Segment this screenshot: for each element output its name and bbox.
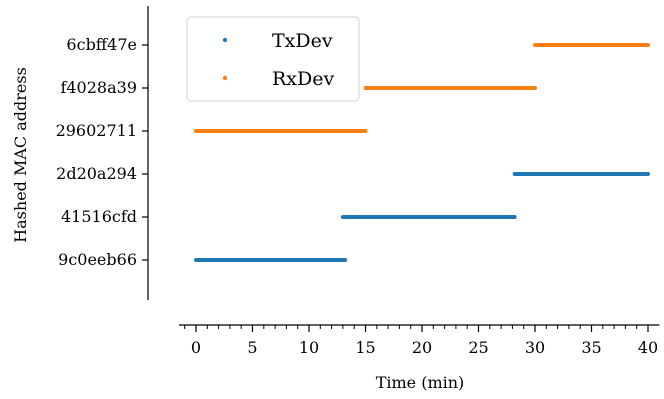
y-tick-label: 9c0eeb66 bbox=[58, 250, 137, 269]
x-tick-label: 20 bbox=[412, 338, 432, 357]
y-tick-label: 29602711 bbox=[56, 121, 137, 140]
y-tick-label: 2d20a294 bbox=[56, 164, 137, 183]
series-layer bbox=[194, 43, 650, 262]
legend-frame bbox=[186, 16, 360, 102]
y-tick-label: 41516cfd bbox=[61, 207, 137, 226]
legend-label-txdev: TxDev bbox=[272, 30, 333, 52]
x-tick-label: 15 bbox=[355, 338, 375, 357]
legend: TxDev RxDev bbox=[186, 16, 360, 102]
x-tick-label: 0 bbox=[191, 338, 201, 357]
y-tick-label: f4028a39 bbox=[60, 78, 137, 97]
x-tick-label: 10 bbox=[299, 338, 319, 357]
x-tick-label: 30 bbox=[525, 338, 545, 357]
x-tick-label: 25 bbox=[468, 338, 488, 357]
y-tick-label: 6cbff47e bbox=[66, 35, 137, 54]
legend-marker-txdev bbox=[222, 37, 228, 43]
x-tick-label: 5 bbox=[247, 338, 257, 357]
x-tick-label: 40 bbox=[638, 338, 658, 357]
y-axis-title: Hashed MAC address bbox=[11, 67, 30, 243]
legend-marker-rxdev bbox=[222, 75, 228, 81]
x-axis: 0 5 10 15 20 25 30 35 40 bbox=[179, 324, 660, 357]
x-tick-label: 35 bbox=[581, 338, 601, 357]
y-axis: 9c0eeb66 41516cfd 2d20a294 29602711 f4028a39… bbox=[56, 6, 149, 300]
x-axis-title: Time (min) bbox=[376, 373, 465, 392]
legend-label-rxdev: RxDev bbox=[272, 68, 334, 90]
